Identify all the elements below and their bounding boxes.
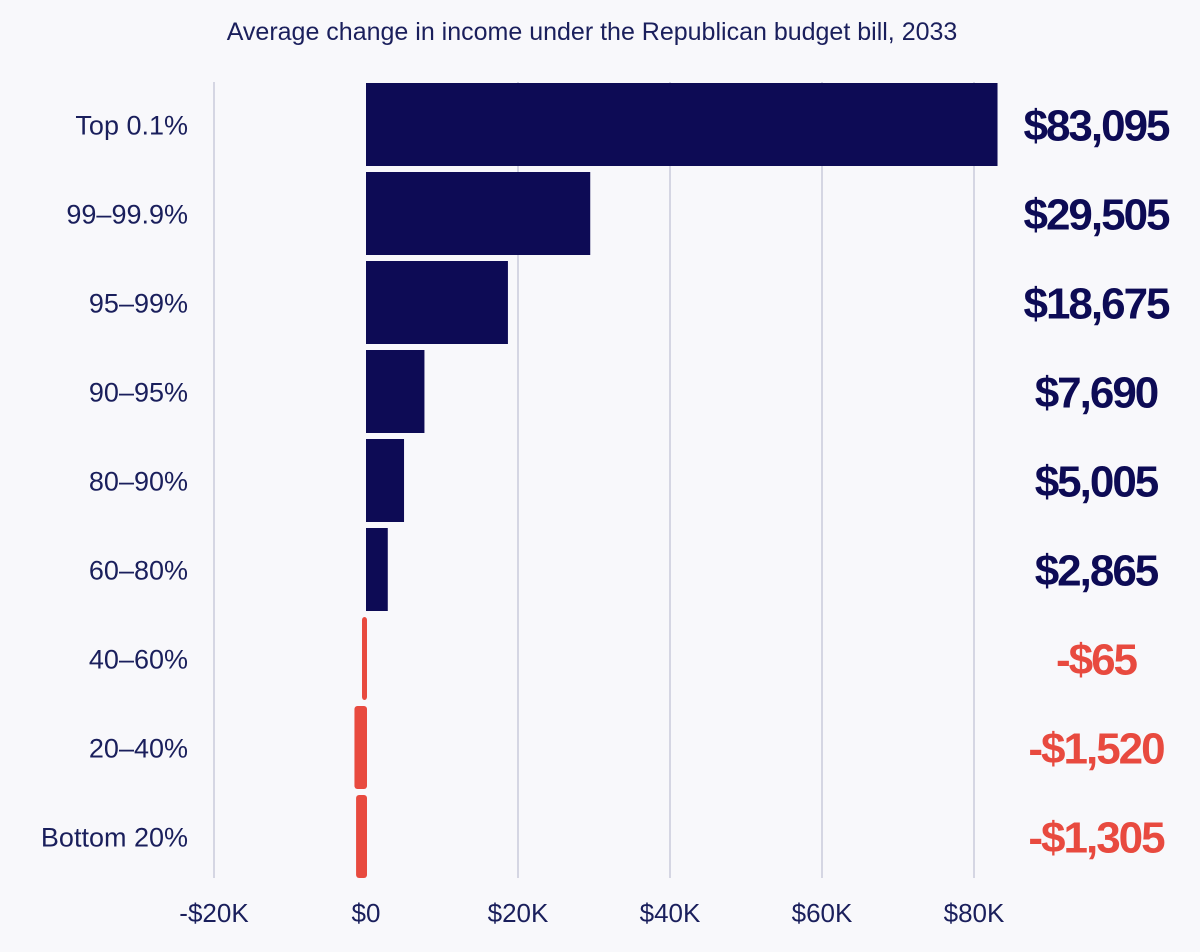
bar — [362, 617, 367, 700]
value-label: $2,865 — [1035, 547, 1159, 596]
x-tick-label: $20K — [488, 898, 549, 928]
chart-title: Average change in income under the Repub… — [227, 18, 958, 46]
value-label: $5,005 — [1035, 458, 1159, 507]
value-label: -$1,305 — [1028, 814, 1165, 863]
category-label: 90–95% — [89, 378, 188, 408]
bar — [354, 706, 367, 789]
bar — [366, 83, 998, 166]
grid-lines — [213, 82, 975, 878]
category-label: 99–99.9% — [66, 200, 188, 230]
bar — [366, 439, 405, 522]
value-label: $29,505 — [1023, 191, 1170, 240]
category-label: 80–90% — [89, 467, 188, 497]
category-label: 95–99% — [89, 289, 188, 319]
x-tick-label: $80K — [944, 898, 1005, 928]
bar — [366, 172, 591, 255]
bar — [366, 528, 388, 611]
category-label: 40–60% — [89, 645, 188, 675]
x-tick-label: $60K — [792, 898, 853, 928]
x-tick-label: $40K — [640, 898, 701, 928]
category-labels: Top 0.1% 99–99.9% 95–99% 90–95% 80–90% 60–80%… — [41, 111, 188, 853]
category-label: Top 0.1% — [75, 111, 188, 141]
bar — [366, 350, 425, 433]
category-label: 60–80% — [89, 556, 188, 586]
bars — [354, 83, 998, 878]
value-label: $83,095 — [1023, 102, 1170, 151]
value-label: -$1,520 — [1028, 725, 1164, 774]
category-label: Bottom 20% — [41, 823, 188, 853]
category-label: 20–40% — [89, 734, 188, 764]
value-label: $18,675 — [1023, 280, 1170, 329]
value-labels: $83,095 $29,505 $18,675 $7,690 $5,005 $2,865 -… — [1023, 102, 1172, 863]
value-label: -$65 — [1056, 636, 1138, 685]
bar — [356, 795, 367, 878]
value-label: $7,690 — [1035, 369, 1158, 418]
x-axis-tick-labels: -$20K $0 $20K $40K $60K $80K — [179, 898, 1005, 928]
bar — [366, 261, 508, 344]
x-tick-label: $0 — [352, 898, 381, 928]
x-tick-label: -$20K — [179, 898, 249, 928]
